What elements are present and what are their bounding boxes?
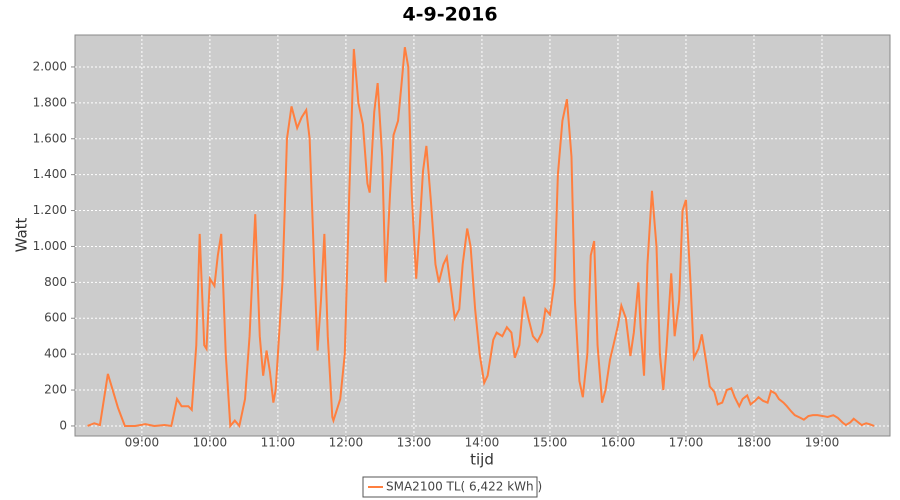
y-tick-label: 2.000 [33,59,67,73]
x-axis-label: tijd [470,451,494,469]
x-tick-label: 16:00 [601,436,636,450]
y-axis-label: Watt [13,217,31,252]
data-line [87,47,875,429]
x-tick-label: 12:00 [329,436,364,450]
x-tick-label: 14:00 [465,436,500,450]
chart-title: 4-9-2016 [402,4,497,26]
x-tick-label: 13:00 [397,436,432,450]
x-tick-label: 17:00 [669,436,704,450]
legend-box [362,476,538,498]
legend-label: SMA2100 TL( 6,422 kWh ) [386,480,542,494]
y-tick-label: 1.800 [33,95,67,109]
y-tick-label: 1.000 [33,239,67,253]
x-tick-label: 11:00 [261,436,296,450]
y-tick-label: 0 [59,418,67,432]
y-tick-label: 1.200 [33,203,67,217]
y-tick-label: 600 [44,311,67,325]
x-tick-label: 18:00 [737,436,772,450]
x-tick-label: 15:00 [533,436,568,450]
y-tick-label: 400 [44,347,67,361]
y-tick-label: 1.400 [33,167,67,181]
x-tick-label: 19:00 [805,436,840,450]
x-tick-label: 10:00 [193,436,228,450]
y-tick-label: 1.600 [33,131,67,145]
y-tick-label: 200 [44,383,67,397]
x-tick-label: 09:00 [125,436,160,450]
y-tick-label: 800 [44,275,67,289]
